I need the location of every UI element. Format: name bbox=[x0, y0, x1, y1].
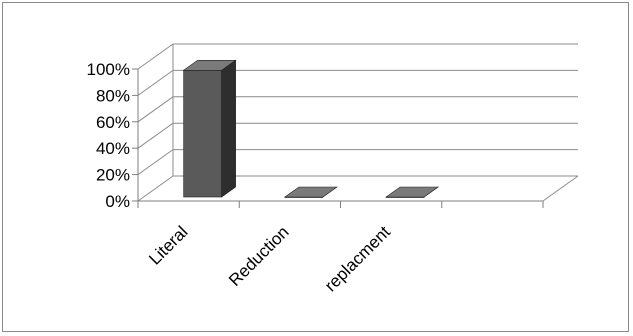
y-tick-label: 80% bbox=[96, 86, 130, 105]
axes bbox=[132, 68, 544, 208]
gridlines bbox=[137, 43, 579, 202]
side-wall-line bbox=[137, 43, 174, 70]
y-tick-label: 20% bbox=[96, 166, 130, 185]
bars bbox=[182, 59, 440, 198]
y-tick-label: 0% bbox=[105, 192, 130, 211]
x-category-label: Literal bbox=[145, 222, 191, 268]
chart-frame: 0% 20% 40% 60% 80% 100% Literal Reduction replac… bbox=[2, 2, 629, 332]
side-wall-line bbox=[137, 96, 174, 123]
bar-side-literal bbox=[221, 59, 236, 198]
bar-top-reduction bbox=[283, 186, 338, 198]
x-category-label: replacment bbox=[321, 222, 394, 295]
side-wall-line bbox=[137, 122, 174, 149]
y-tick-label: 60% bbox=[96, 113, 130, 132]
x-category-label: Reduction bbox=[225, 222, 293, 290]
side-wall-line bbox=[137, 175, 174, 202]
side-wall-line bbox=[137, 69, 174, 96]
floor-right-edge bbox=[542, 175, 579, 202]
bar-top-replacment bbox=[385, 186, 440, 198]
bar-front-literal bbox=[183, 69, 222, 198]
side-wall-line bbox=[137, 149, 174, 176]
bar-chart: 0% 20% 40% 60% 80% 100% Literal Reduction replac… bbox=[87, 43, 579, 295]
y-tick-label: 40% bbox=[96, 139, 130, 158]
y-tick-label: 100% bbox=[87, 60, 130, 79]
bar-top-literal bbox=[182, 59, 237, 71]
